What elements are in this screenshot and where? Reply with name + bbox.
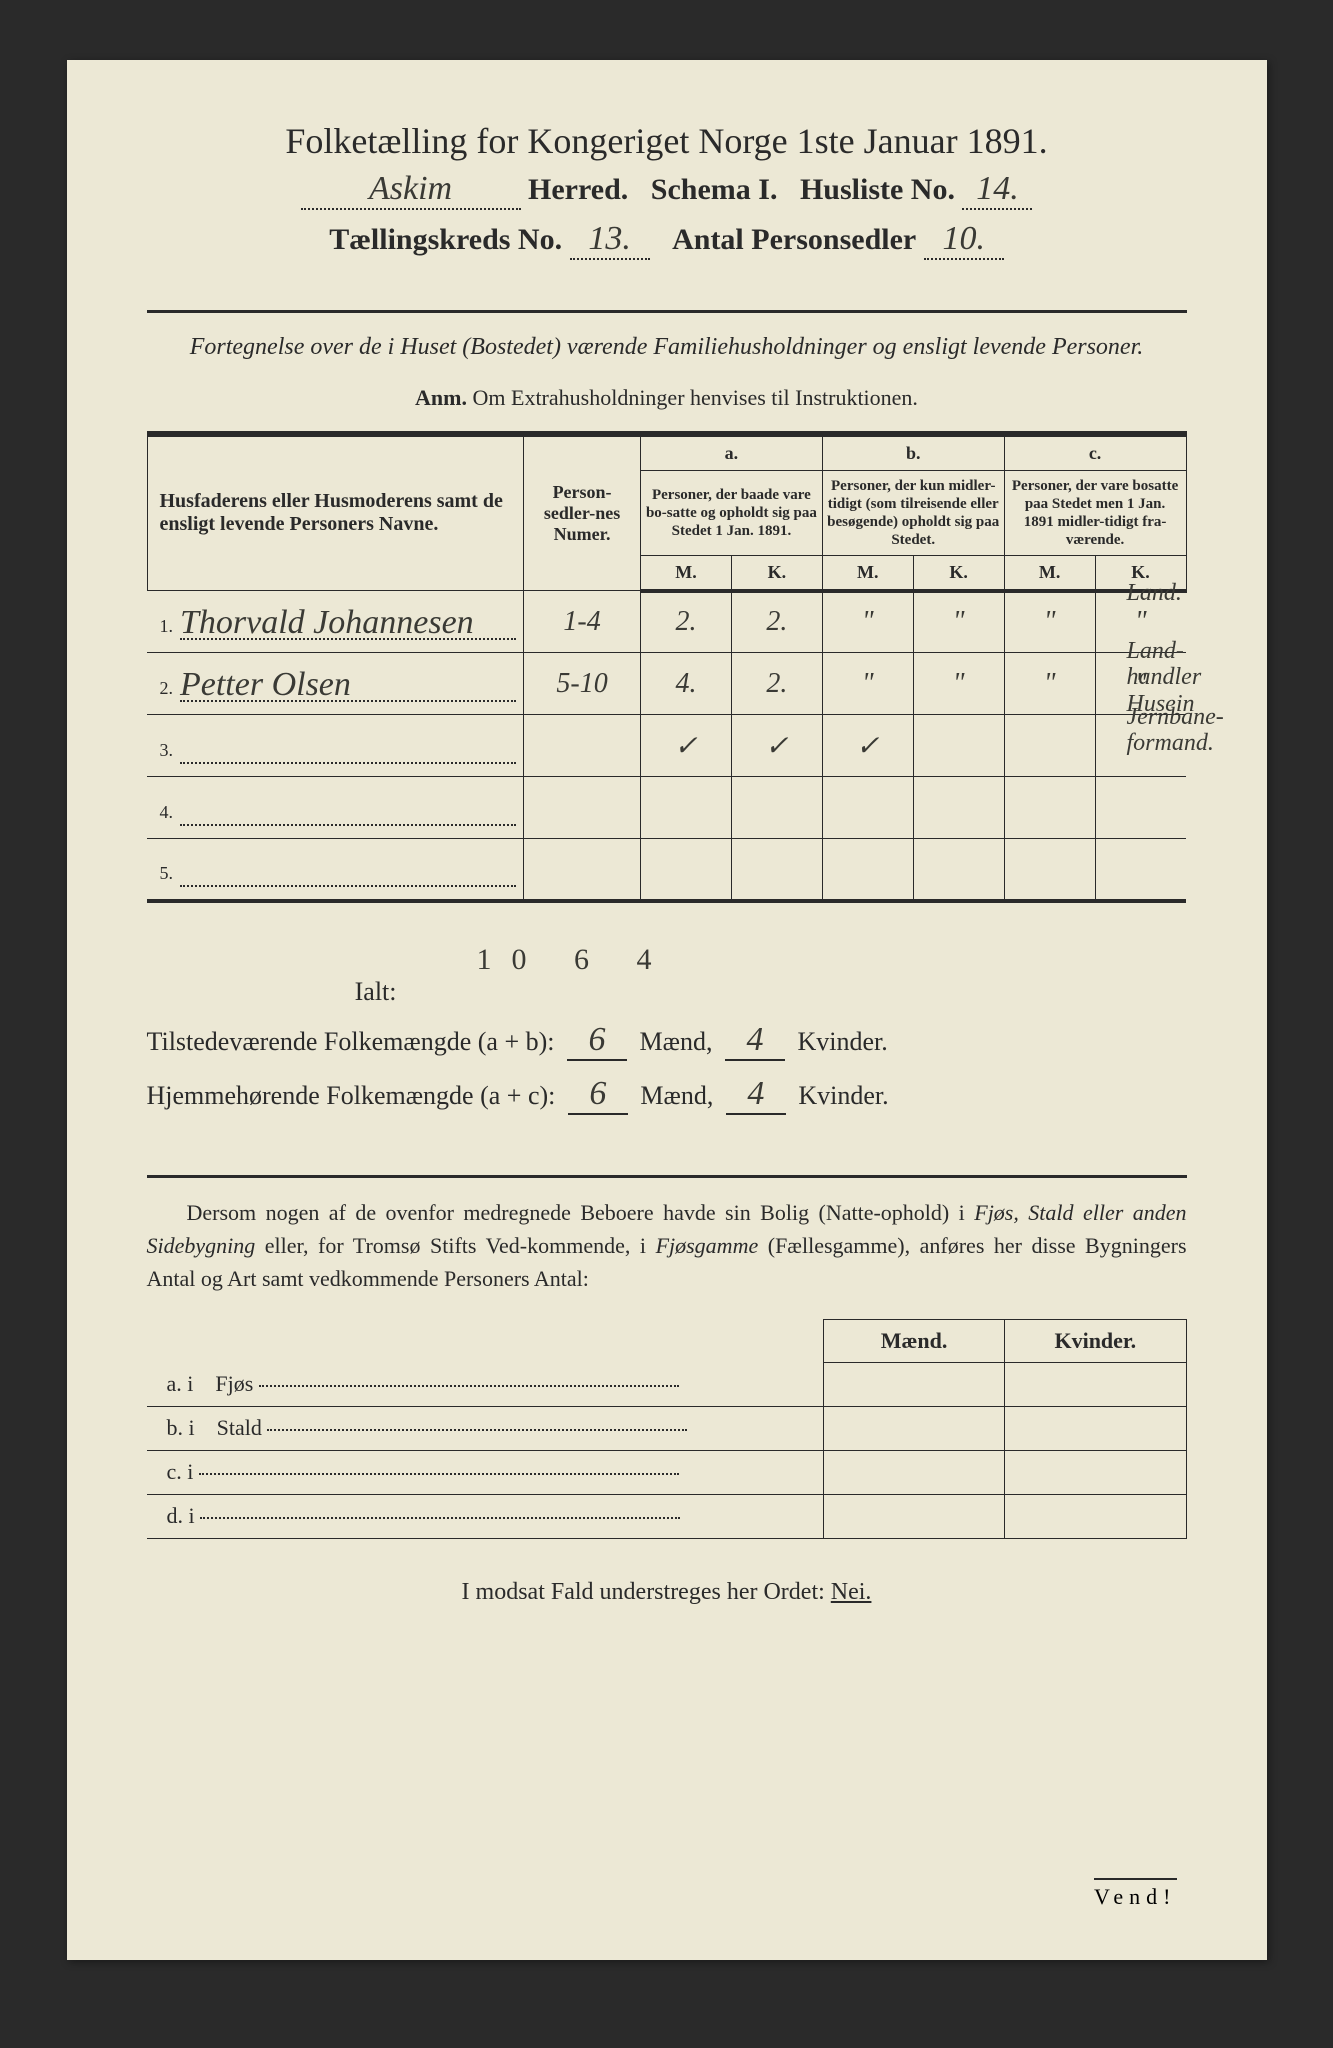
sub-row: b. i Stald (147, 1406, 1187, 1450)
header-line-2: Askim Herred. Schema I. Husliste No. 14. (147, 170, 1187, 210)
col-k: K. (731, 555, 822, 591)
sub-kvinder-header: Kvinder. (1005, 1319, 1186, 1362)
census-form-page: Folketælling for Kongeriget Norge 1ste J… (67, 60, 1267, 1960)
sub-key: a. i (167, 1371, 194, 1396)
antal-value: 10. (942, 220, 985, 257)
divider (147, 1175, 1187, 1178)
outbuilding-table: Mænd. Kvinder. a. i Fjøs b. i Stald c. i (147, 1319, 1187, 1539)
col-header-name: Husfaderens eller Husmoderens samt de en… (147, 434, 524, 591)
vend-label: Vend! (1094, 1878, 1177, 1910)
l2-m: 6 (589, 1075, 606, 1112)
para-t1: Dersom nogen af de ovenfor medregnede Be… (187, 1200, 975, 1225)
cell-num: 1-4 (563, 606, 600, 637)
col-header-a-text: Personer, der baade vare bo-satte og oph… (641, 470, 823, 555)
l2-k: 4 (747, 1075, 764, 1112)
husliste-value: 14. (976, 170, 1019, 207)
sub-row: d. i (147, 1494, 1187, 1538)
sub-maend-header: Mænd. (823, 1319, 1004, 1362)
anm-bold: Anm. (415, 385, 467, 410)
row-number: 2. (159, 678, 173, 699)
para-i2: Fjøsgamme (656, 1233, 759, 1258)
kvinder-label: Kvinder. (797, 1027, 887, 1056)
row-number: 5. (159, 863, 173, 884)
cell-num: 5-10 (556, 668, 607, 699)
cell-aK: 2. (766, 606, 787, 637)
instruction-paragraph: Dersom nogen af de ovenfor medregnede Be… (147, 1196, 1187, 1295)
kreds-value: 13. (588, 220, 631, 257)
row-number: 3. (159, 740, 173, 761)
table-row: 5. (147, 839, 1186, 901)
herred-value: Askim (369, 170, 452, 207)
page-title: Folketælling for Kongeriget Norge 1ste J… (147, 120, 1187, 162)
table-row: 1. Thorvald Johannesen 1-4 2. 2. " " " " (147, 591, 1186, 653)
maend-label: Mænd, (640, 1081, 713, 1110)
col-header-c-text: Personer, der vare bosatte paa Stedet me… (1004, 470, 1186, 555)
margin-note-2: Jernbane-formand. (1127, 704, 1247, 757)
schema-label: Schema I. (651, 173, 778, 206)
hjemme-label: Hjemmehørende Folkemængde (a + c): (147, 1081, 556, 1110)
cell-aM: 2. (675, 606, 696, 637)
l1-m: 6 (589, 1021, 606, 1058)
row-number: 4. (159, 802, 173, 823)
cell-cK: " (1135, 606, 1147, 637)
col-m: M. (822, 555, 913, 591)
anm-rest: Om Extrahusholdninger henvises til Instr… (467, 385, 918, 410)
table-row: 2. Petter Olsen 5-10 4. 2. " " " " (147, 653, 1186, 715)
margin-note-header: Land. (1127, 580, 1247, 606)
cell-cM: " (1044, 668, 1056, 699)
para-t2: eller, for Tromsø Stifts Ved-kommende, i (255, 1233, 655, 1258)
cell-aK: ✓ (765, 731, 788, 762)
sub-row: c. i (147, 1450, 1187, 1494)
maend-label: Mænd, (640, 1027, 713, 1056)
col-header-b-text: Personer, der kun midler-tidigt (som til… (822, 470, 1004, 555)
antal-label: Antal Personsedler (672, 223, 916, 256)
husliste-label: Husliste No. (800, 173, 955, 206)
col-header-a-label: a. (641, 434, 823, 471)
col-m: M. (1004, 555, 1095, 591)
ialt-label: Ialt: (147, 977, 427, 1007)
totals-block: 10 6 4 Ialt: Tilstedeværende Folkemængde… (147, 943, 1187, 1115)
kvinder-label: Kvinder. (798, 1081, 888, 1110)
person-name: Petter Olsen (180, 666, 351, 703)
cell-bK: " (953, 606, 965, 637)
cell-aK: 2. (766, 668, 787, 699)
cell-bM: " (862, 668, 874, 699)
cell-cM: " (1044, 606, 1056, 637)
tilstede-label: Tilstedeværende Folkemængde (a + b): (147, 1027, 555, 1056)
col-header-num: Person-sedler-nes Numer. (524, 434, 641, 591)
header-line-3: Tællingskreds No. 13. Antal Personsedler… (147, 220, 1187, 260)
person-name: Thorvald Johannesen (180, 604, 474, 641)
kreds-label: Tællingskreds No. (329, 223, 562, 256)
sub-key: b. i (167, 1415, 195, 1440)
cell-aM: ✓ (674, 731, 697, 762)
col-header-b-label: b. (822, 434, 1004, 471)
cell-bK: " (953, 668, 965, 699)
footer-nei: Nei. (831, 1579, 872, 1605)
cell-aM: 4. (675, 668, 696, 699)
cell-bM: " (862, 606, 874, 637)
subtitle: Fortegnelse over de i Huset (Bostedet) v… (147, 331, 1187, 365)
sub-row: a. i Fjøs (147, 1362, 1187, 1406)
anm-line: Anm. Om Extrahusholdninger henvises til … (147, 385, 1187, 411)
footer-nei-line: I modsat Fald understreges her Ordet: Ne… (147, 1579, 1187, 1606)
herred-label: Herred. (528, 173, 628, 206)
cell-bM: ✓ (856, 731, 879, 762)
household-table: Husfaderens eller Husmoderens samt de en… (147, 431, 1187, 903)
row-number: 1. (159, 616, 173, 637)
ialt-numbers: 10 6 4 (147, 943, 1187, 977)
col-m: M. (641, 555, 732, 591)
sub-key: c. i (167, 1459, 194, 1484)
table-row: 3. ✓ ✓ ✓ (147, 715, 1186, 777)
table-row: 4. (147, 777, 1186, 839)
sub-label: Fjøs (215, 1371, 253, 1396)
sub-key: d. i (167, 1503, 195, 1528)
l1-k: 4 (746, 1021, 763, 1058)
col-k: K. (913, 555, 1004, 591)
divider (147, 310, 1187, 313)
footer-text: I modsat Fald understreges her Ordet: (462, 1579, 831, 1605)
sub-label: Stald (217, 1415, 262, 1440)
col-header-c-label: c. (1004, 434, 1186, 471)
